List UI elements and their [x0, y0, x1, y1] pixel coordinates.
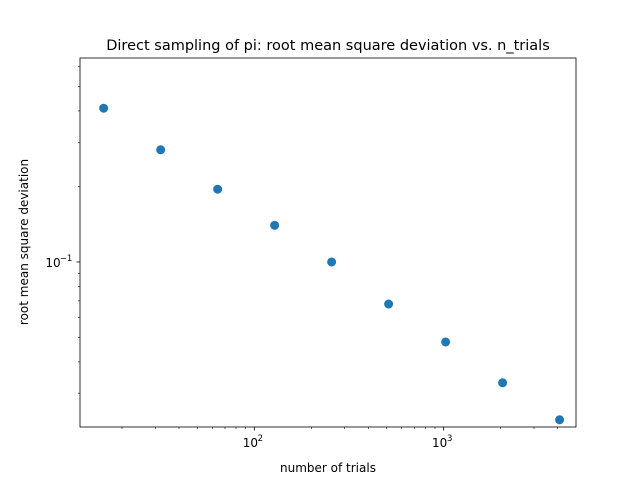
x-axis-ticks: 10 2 10 3 [121, 427, 558, 450]
data-point [213, 184, 223, 194]
y-axis-label: root mean square deviation [17, 159, 31, 325]
data-point [99, 103, 109, 113]
data-point [555, 415, 565, 425]
plot-frame [79, 57, 577, 428]
x-axis-label: number of trials [280, 461, 376, 475]
x-tick-exponent: 2 [258, 434, 263, 444]
y-axis-ticks: 10 −1 [45, 66, 80, 394]
data-point [270, 220, 280, 230]
y-tick-label: 10 [45, 256, 60, 270]
data-point [156, 145, 166, 155]
data-point [441, 337, 451, 347]
chart-title: Direct sampling of pi: root mean square … [106, 38, 550, 54]
x-tick-label: 10 [432, 436, 447, 450]
x-tick-exponent: 3 [447, 434, 452, 444]
data-point [498, 378, 508, 388]
data-series [99, 103, 565, 425]
y-tick-exponent: −1 [60, 254, 73, 264]
data-point [384, 299, 394, 309]
plot-area: 10 2 10 3 10 −1 [45, 57, 577, 450]
x-tick-label: 10 [243, 436, 258, 450]
data-point [327, 257, 337, 267]
